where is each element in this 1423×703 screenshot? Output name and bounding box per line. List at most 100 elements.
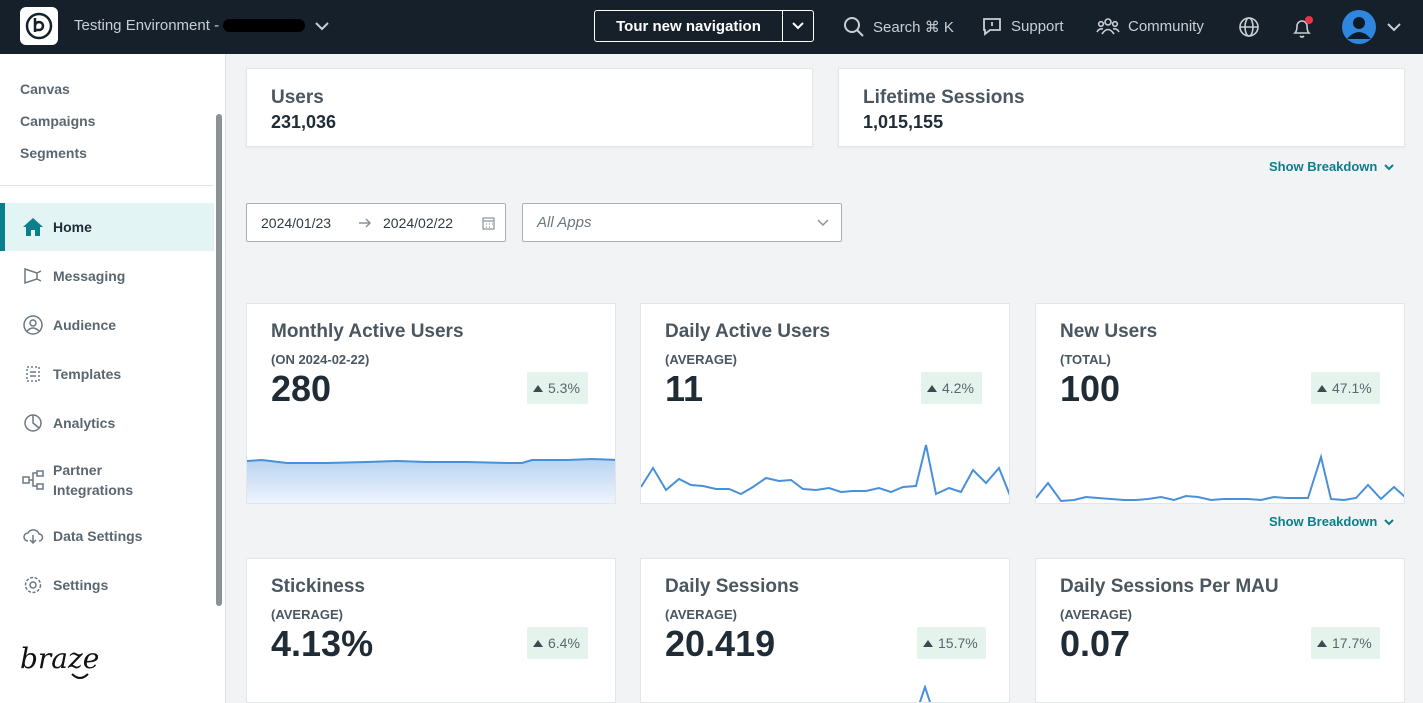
braze-wordmark: braze xyxy=(20,640,104,689)
sidebar-item-label: Messaging xyxy=(53,268,126,284)
lifetime-sessions-value: 1,015,155 xyxy=(863,112,944,132)
chevron-down-icon xyxy=(1384,518,1395,525)
metric-value: 4.13% xyxy=(271,623,374,664)
sidebar-item-analytics[interactable]: Analytics xyxy=(0,399,214,447)
templates-icon xyxy=(22,363,44,385)
metric-subtitle: (AVERAGE) xyxy=(665,352,737,367)
users-title: Users xyxy=(271,87,324,108)
chevron-down-icon[interactable] xyxy=(313,17,331,40)
braze-logo-icon[interactable] xyxy=(20,7,58,45)
sidebar-item-label: Home xyxy=(53,219,92,235)
up-arrow-icon xyxy=(533,384,543,392)
support-button[interactable]: Support xyxy=(981,16,1064,36)
metric-title: Monthly Active Users xyxy=(271,321,464,342)
sidebar-link-campaigns[interactable]: Campaigns xyxy=(20,113,96,129)
sidebar-item-home[interactable]: Home xyxy=(0,203,214,251)
change-value: 47.1% xyxy=(1332,380,1372,396)
environment-selector[interactable]: Testing Environment - xyxy=(74,17,306,34)
chevron-down-icon xyxy=(1384,163,1395,170)
start-date[interactable]: 2024/01/23 xyxy=(261,215,332,231)
date-range-picker[interactable]: 2024/01/23 2024/02/22 xyxy=(246,203,506,242)
tour-dropdown-button[interactable] xyxy=(783,11,813,41)
search-button[interactable]: Search ⌘ K xyxy=(843,16,954,38)
arrow-right-icon xyxy=(359,218,372,228)
audience-icon xyxy=(22,314,44,336)
change-value: 4.2% xyxy=(942,380,974,396)
pie-chart-icon xyxy=(22,412,44,434)
notifications-button[interactable] xyxy=(1290,16,1314,40)
metric-card-stickiness: Stickiness (AVERAGE) 4.13% 6.4% xyxy=(246,558,616,703)
sidebar-item-label: Templates xyxy=(53,366,122,382)
change-value: 17.7% xyxy=(1332,635,1372,651)
globe-icon xyxy=(1239,17,1259,37)
chevron-down-icon xyxy=(1387,23,1401,32)
change-badge: 5.3% xyxy=(527,372,588,404)
sidebar-item-label: Analytics xyxy=(53,415,116,431)
metric-title: New Users xyxy=(1060,321,1158,342)
sidebar-item-messaging[interactable]: Messaging xyxy=(0,252,214,300)
lifetime-sessions-title: Lifetime Sessions xyxy=(863,87,1025,108)
users-card: Users 231,036 xyxy=(246,68,813,147)
change-badge: 17.7% xyxy=(1311,627,1380,659)
community-button[interactable]: Community xyxy=(1096,16,1204,36)
sidebar-item-templates[interactable]: Templates xyxy=(0,350,214,398)
metric-subtitle: (AVERAGE) xyxy=(1060,607,1132,622)
bell-icon xyxy=(1293,16,1313,38)
show-breakdown-link[interactable]: Show Breakdown xyxy=(1269,159,1395,174)
change-value: 15.7% xyxy=(938,635,978,651)
up-arrow-icon xyxy=(1317,639,1327,647)
end-date[interactable]: 2024/02/22 xyxy=(383,215,454,231)
environment-label: Testing Environment - xyxy=(74,17,220,34)
sidebar-item-settings[interactable]: Settings xyxy=(0,561,214,609)
metric-card-monthly-active-users: Monthly Active Users (ON 2024-02-22) 280… xyxy=(246,303,616,504)
sidebar-item-data-settings[interactable]: Data Settings xyxy=(0,512,214,560)
tour-new-navigation-button[interactable]: Tour new navigation xyxy=(595,11,783,41)
lifetime-sessions-card: Lifetime Sessions 1,015,155 xyxy=(838,68,1405,147)
community-label: Community xyxy=(1128,17,1204,35)
community-icon xyxy=(1096,18,1120,35)
change-badge: 4.2% xyxy=(921,372,982,404)
up-arrow-icon xyxy=(927,384,937,392)
show-breakdown-link[interactable]: Show Breakdown xyxy=(1269,514,1395,529)
change-value: 6.4% xyxy=(548,635,580,651)
language-button[interactable] xyxy=(1238,16,1260,38)
sidebar-item-audience[interactable]: Audience xyxy=(0,301,214,349)
svg-text:braze: braze xyxy=(20,642,99,675)
sidebar-item-partner-integrations[interactable]: Partner Integrations xyxy=(0,454,214,506)
avatar xyxy=(1342,10,1376,44)
sidebar-item-label: Settings xyxy=(53,577,109,593)
cloud-icon xyxy=(22,525,44,547)
metric-value: 0.07 xyxy=(1060,623,1131,664)
tour-new-navigation: Tour new navigation xyxy=(594,10,814,42)
metric-subtitle: (AVERAGE) xyxy=(271,607,343,622)
search-icon xyxy=(844,17,864,37)
support-label: Support xyxy=(1011,17,1064,35)
sparkline-chart xyxy=(918,685,932,702)
sidebar-link-canvas[interactable]: Canvas xyxy=(20,81,70,97)
change-value: 5.3% xyxy=(548,380,580,396)
show-breakdown-label: Show Breakdown xyxy=(1269,159,1378,174)
metric-title: Daily Sessions Per MAU xyxy=(1060,576,1279,597)
top-bar: Testing Environment - Tour new navigatio… xyxy=(0,0,1423,54)
show-breakdown-label: Show Breakdown xyxy=(1269,514,1378,529)
apps-select[interactable]: All Apps xyxy=(522,203,842,242)
metric-title: Stickiness xyxy=(271,576,365,597)
apps-select-value: All Apps xyxy=(537,214,592,231)
sparkline-chart xyxy=(641,444,1009,496)
metric-card-new-users: New Users (TOTAL) 100 47.1% xyxy=(1035,303,1405,504)
user-menu[interactable] xyxy=(1341,9,1403,45)
sidebar-scrollbar[interactable] xyxy=(216,114,222,606)
sidebar: Canvas Campaigns Segments Home Messaging… xyxy=(0,54,226,703)
integrations-icon xyxy=(22,469,44,491)
chevron-down-icon xyxy=(792,22,804,30)
change-badge: 15.7% xyxy=(917,627,986,659)
sparkline-chart xyxy=(247,457,615,503)
sidebar-item-label: Data Settings xyxy=(53,528,143,544)
metric-value: 20.419 xyxy=(665,623,776,664)
sidebar-link-segments[interactable]: Segments xyxy=(20,145,87,161)
metric-title: Daily Active Users xyxy=(665,321,831,342)
metric-subtitle: (TOTAL) xyxy=(1060,352,1111,367)
up-arrow-icon xyxy=(533,639,543,647)
sparkline-chart xyxy=(1036,453,1404,503)
home-icon xyxy=(22,216,44,238)
